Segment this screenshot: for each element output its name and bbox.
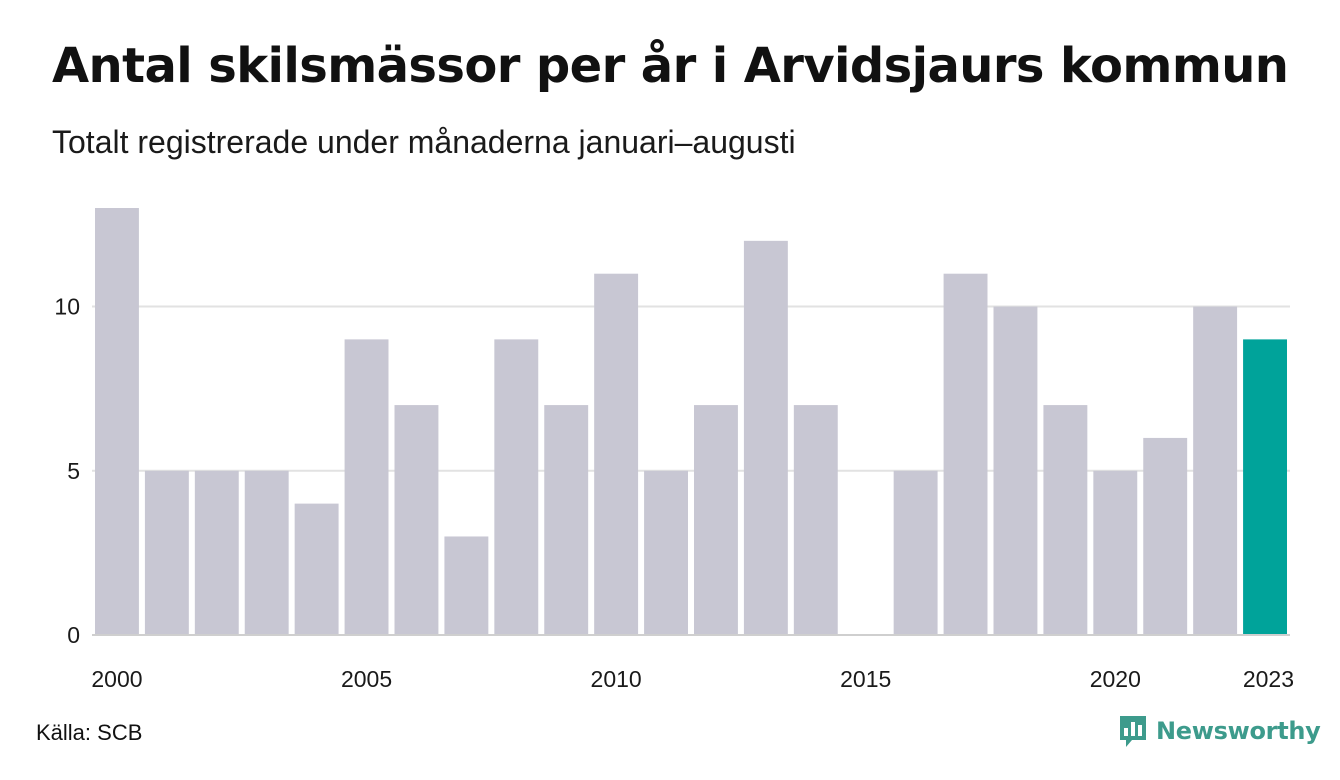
bar-2003 [244,470,289,635]
bar-2022 [1193,306,1238,635]
bar-2011 [644,470,688,635]
brand-logo: Newsworthy [1118,713,1321,749]
bar-2005 [344,339,389,635]
gridlines [92,305,1290,472]
x-tick-2015: 2015 [840,666,891,692]
bar-2013 [743,240,788,635]
bar-2001 [144,470,189,635]
x-tick-2023: 2023 [1243,666,1294,692]
newsworthy-logo-icon [1120,716,1146,747]
y-tick-5: 5 [67,458,80,484]
source-note: Källa: SCB [36,720,143,745]
y-axis-ticks: 0 5 10 [54,294,80,648]
bar-2017 [943,273,988,635]
bar-2006 [394,405,439,635]
bar-2010 [594,273,639,635]
bar-2002 [194,470,239,635]
x-tick-2020: 2020 [1090,666,1141,692]
bar-2014 [793,405,838,635]
chart-title: Antal skilsmässor per år i Arvidsjaurs k… [52,38,1289,94]
y-tick-0: 0 [67,622,80,648]
bar-2018 [993,306,1038,635]
y-tick-10: 10 [54,294,80,320]
chart-subtitle: Totalt registrerade under månaderna janu… [52,124,796,160]
bar-2020 [1093,470,1138,635]
bars [92,208,1290,636]
bar-2008 [494,339,539,635]
x-tick-2000: 2000 [91,666,142,692]
brand-name: Newsworthy [1156,717,1321,745]
bar-2019 [1043,405,1088,635]
bar-2012 [694,405,738,635]
bar-2021 [1143,437,1188,635]
x-tick-2010: 2010 [591,666,642,692]
bar-2000 [95,208,139,635]
bar-2009 [544,405,589,635]
bar-2016 [893,470,938,635]
bar-2004 [294,503,339,635]
x-tick-2005: 2005 [341,666,392,692]
bar-2023 [1243,339,1287,635]
x-axis-ticks: 2000 2005 2010 2015 2020 2023 [91,666,1294,692]
bar-2007 [444,536,489,635]
